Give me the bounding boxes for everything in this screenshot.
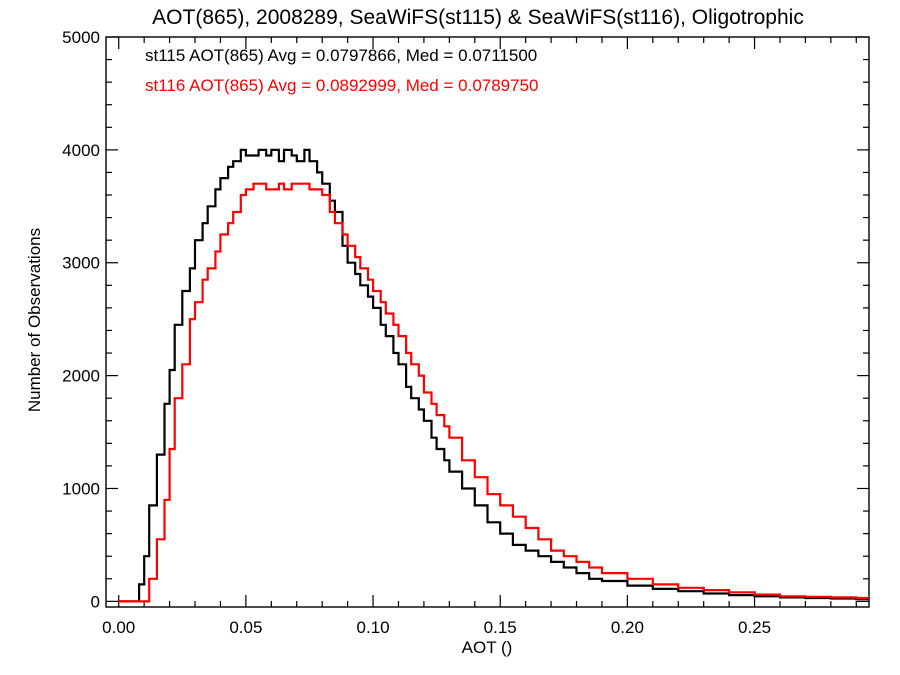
series-1-line [118, 182, 869, 603]
y-tick-label: 4000 [62, 141, 100, 160]
y-tick-label: 5000 [62, 28, 100, 47]
y-tick-label: 1000 [62, 479, 100, 498]
plot-frame [105, 36, 870, 608]
legend-entry: st115 AOT(865) Avg = 0.0797866, Med = 0.… [145, 46, 537, 65]
x-tick-label: 0.05 [229, 618, 262, 637]
chart-title: AOT(865), 2008289, SeaWiFS(st115) & SeaW… [152, 6, 804, 29]
legend-entry: st116 AOT(865) Avg = 0.0892999, Med = 0.… [145, 76, 539, 95]
axis-ticks: 0.00 0.05 0.10 0.15 0.20 0.25 0 1000 2000 3000 400… [62, 28, 869, 637]
x-tick-label: 0.25 [738, 618, 771, 637]
legend: st115 AOT(865) Avg = 0.0797866, Med = 0.… [145, 46, 539, 95]
x-tick-label: 0.10 [357, 618, 390, 637]
x-tick-label: 0.15 [484, 618, 517, 637]
series-layer [118, 148, 869, 603]
x-tick-label: 0.00 [102, 618, 135, 637]
y-tick-label: 2000 [62, 367, 100, 386]
y-tick-label: 3000 [62, 254, 100, 273]
series-0-line [118, 148, 869, 603]
y-axis-label: Number of Observations [25, 228, 44, 412]
y-tick-label: 0 [91, 592, 100, 611]
x-tick-label: 0.20 [611, 618, 644, 637]
x-axis-label: AOT () [462, 638, 513, 657]
